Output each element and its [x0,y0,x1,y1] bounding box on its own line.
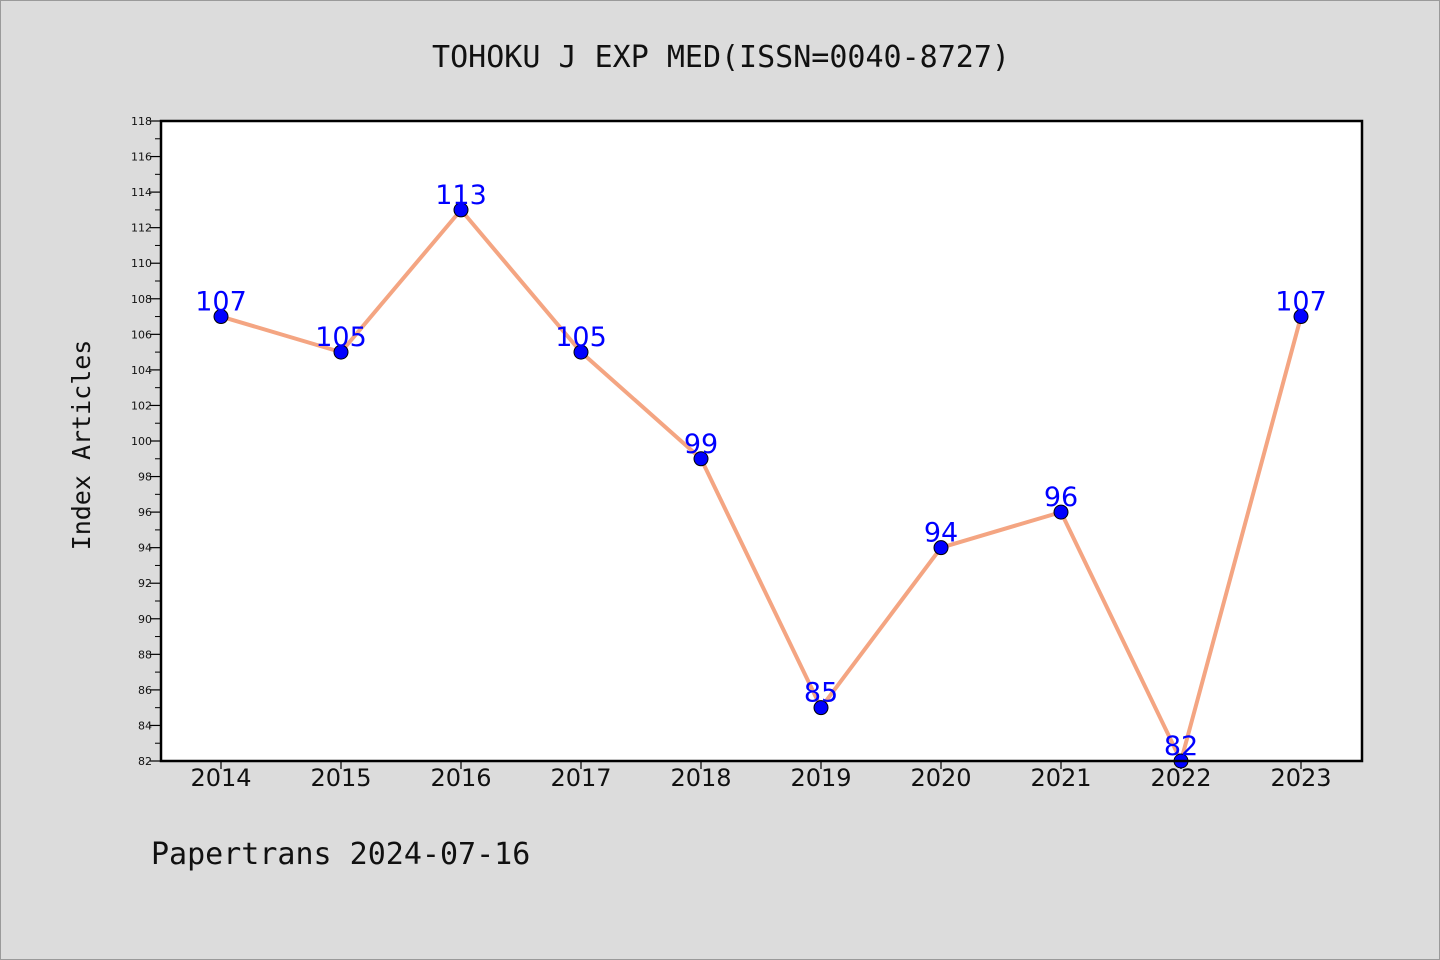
y-tick-label-92: 92 [138,577,152,590]
y-tick-label-114: 114 [131,186,152,199]
y-tick-label-106: 106 [131,328,152,341]
data-label-2017: 105 [555,322,607,353]
data-label-2018: 99 [684,429,718,460]
data-point-2017 [573,344,589,360]
chart-title: TOHOKU J EXP MED(ISSN=0040-8727) [432,40,1010,75]
data-label-2022: 82 [1164,731,1198,762]
y-tick-label-94: 94 [138,542,152,555]
plot-frame [159,119,1364,763]
y-tick-label-96: 96 [138,506,152,519]
y-tick-label-118: 118 [131,115,152,128]
axis-ticks: 82 84 86 88 90 92 94 96 98 100 102 104 106 108 110 112 1… [131,115,1332,792]
y-tick-label-116: 116 [131,151,152,164]
data-label-2019: 85 [804,678,838,709]
data-point-2021 [1053,504,1069,520]
x-tick-label-2014: 2014 [190,764,251,792]
y-tick-label-108: 108 [131,293,152,306]
y-tick-label-86: 86 [138,684,152,697]
y-axis-label: Index Articles [67,340,96,551]
y-tick-label-102: 102 [131,399,152,412]
data-label-2023: 107 [1275,287,1327,318]
plot-area [161,121,1362,761]
y-tick-label-110: 110 [131,257,152,270]
y-tick-label-82: 82 [138,755,152,768]
y-tick-label-100: 100 [131,435,152,448]
y-tick-label-84: 84 [138,719,152,732]
footer-credit: Papertrans 2024-07-16 [151,837,530,872]
x-tick-label-2021: 2021 [1030,764,1091,792]
data-point-2016 [453,202,469,218]
data-point-2014 [213,309,229,325]
x-tick-label-2018: 2018 [670,764,731,792]
series-line-0 [220,207,1303,763]
data-point-2018 [693,451,709,467]
x-tick-label-2022: 2022 [1150,764,1211,792]
x-tick-label-2023: 2023 [1270,764,1331,792]
y-tick-label-104: 104 [131,364,152,377]
data-label-2021: 96 [1044,482,1078,513]
data-point-2015 [333,344,349,360]
data-point-2023 [1293,309,1309,325]
y-tick-label-88: 88 [138,648,152,661]
y-tick-label-98: 98 [138,471,152,484]
y-tick-label-112: 112 [131,222,152,235]
x-tick-label-2015: 2015 [310,764,371,792]
data-label-2020: 94 [924,518,958,549]
data-point-2020 [933,540,949,556]
x-tick-label-2017: 2017 [550,764,611,792]
x-tick-label-2019: 2019 [790,764,851,792]
data-point-2019 [813,700,829,716]
data-label-2014: 107 [195,287,247,318]
y-tick-label-90: 90 [138,613,152,626]
x-tick-label-2016: 2016 [430,764,491,792]
data-label-2016: 113 [435,180,487,211]
x-tick-label-2020: 2020 [910,764,971,792]
series-layer: 107 105 113 105 99 85 94 96 82 107 [195,180,1327,769]
data-label-2015: 105 [315,322,367,353]
